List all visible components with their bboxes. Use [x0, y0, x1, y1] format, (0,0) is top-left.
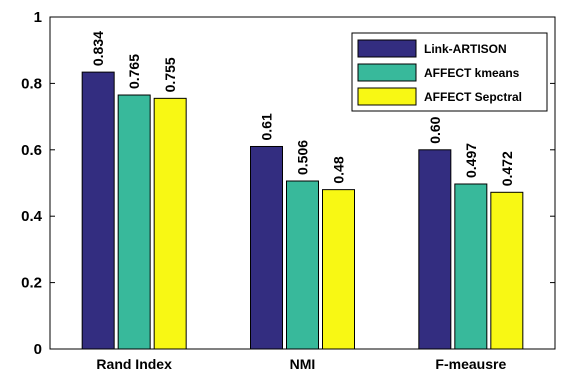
data-label: 0.765 — [126, 54, 142, 89]
data-label: 0.497 — [463, 143, 479, 178]
bar — [250, 145, 283, 350]
legend-swatch — [357, 39, 417, 58]
bar — [490, 191, 524, 350]
legend-swatch — [357, 63, 417, 82]
bar — [322, 189, 355, 350]
bar — [454, 183, 488, 350]
bar — [418, 149, 452, 350]
legend-label: AFFECT kmeans — [424, 66, 520, 80]
y-tick-label: 0 — [34, 341, 42, 358]
legend-label: Link-ARTISON — [424, 42, 507, 56]
x-tick-label: Rand Index — [96, 356, 172, 372]
y-tick-label: 0.8 — [21, 75, 42, 92]
y-tick-label: 0.4 — [21, 208, 43, 225]
bar — [81, 71, 115, 350]
data-label: 0.506 — [295, 140, 311, 175]
legend: Link-ARTISON AFFECT kmeans AFFECT Sepctral — [351, 32, 548, 112]
x-tick-label: F-meausre — [435, 356, 506, 372]
bar — [117, 94, 151, 350]
y-tick-label: 1 — [34, 9, 42, 26]
data-label: 0.61 — [259, 113, 275, 140]
bar — [286, 180, 319, 350]
legend-swatch — [357, 87, 417, 106]
bar — [153, 97, 187, 350]
data-label: 0.48 — [331, 156, 347, 183]
y-tick-label: 0.6 — [21, 142, 42, 159]
data-label: 0.834 — [90, 31, 106, 66]
data-label: 0.472 — [499, 151, 515, 186]
plot-area: 0 0.2 0.4 0.6 0.8 1 Rand Index 0.834 0.765 0.755 N… — [21, 9, 556, 372]
y-tick-label: 0.2 — [21, 275, 42, 292]
data-label: 0.755 — [162, 57, 178, 92]
data-label: 0.60 — [427, 116, 443, 143]
x-tick-label: NMI — [290, 356, 316, 372]
legend-label: AFFECT Sepctral — [424, 90, 522, 104]
